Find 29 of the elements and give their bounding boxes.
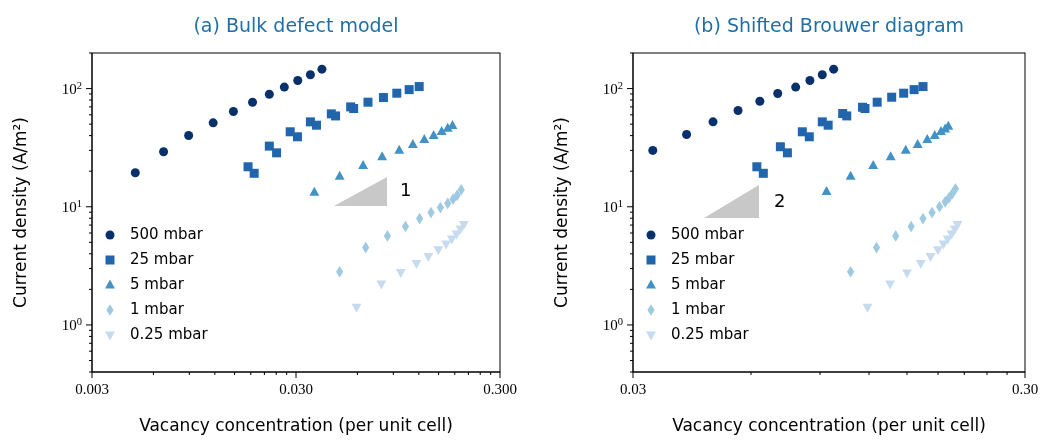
y-tick-label: 10$^{2}$	[602, 79, 623, 97]
chart-title: (b) Shifted Brouwer diagram	[692, 14, 966, 36]
x-axis-title: Vacancy concentration (per unit cell)	[139, 415, 453, 435]
legend-label: 1 mbar	[671, 299, 725, 320]
legend-label: 1 mbar	[130, 299, 184, 320]
y-tick-label: 10$^{0}$	[61, 315, 82, 333]
legend-label: 5 mbar	[130, 274, 184, 295]
y-tick-label: 10$^{2}$	[61, 79, 82, 97]
y-axis-title: Current density (A/m²)	[551, 117, 572, 308]
annotation: 1	[400, 179, 412, 200]
y-tick-label: 10$^{1}$	[61, 197, 82, 215]
annotation: 2	[774, 190, 786, 211]
legend-label: 25 mbar	[130, 249, 194, 270]
x-tick-label: 0.30	[1011, 381, 1039, 397]
legend-label: 500 mbar	[671, 224, 744, 245]
x-tick-label: 0.003	[75, 381, 109, 397]
y-tick-label: 10$^{1}$	[602, 197, 623, 215]
legend-label: 0.25 mbar	[130, 324, 208, 345]
legend-label: 5 mbar	[671, 274, 725, 295]
legend-label: 500 mbar	[130, 224, 203, 245]
x-axis-title: Vacancy concentration (per unit cell)	[672, 415, 986, 435]
x-tick-label: 0.03	[619, 381, 647, 397]
legend-label: 0.25 mbar	[671, 324, 749, 345]
chart-title: (a) Bulk defect model	[192, 14, 400, 36]
x-tick-label: 0.300	[483, 381, 517, 397]
legend-label: 25 mbar	[671, 249, 735, 270]
y-tick-label: 10$^{0}$	[602, 315, 623, 333]
y-axis-title: Current density (A/m²)	[10, 117, 31, 308]
x-tick-label: 0.030	[279, 381, 313, 397]
